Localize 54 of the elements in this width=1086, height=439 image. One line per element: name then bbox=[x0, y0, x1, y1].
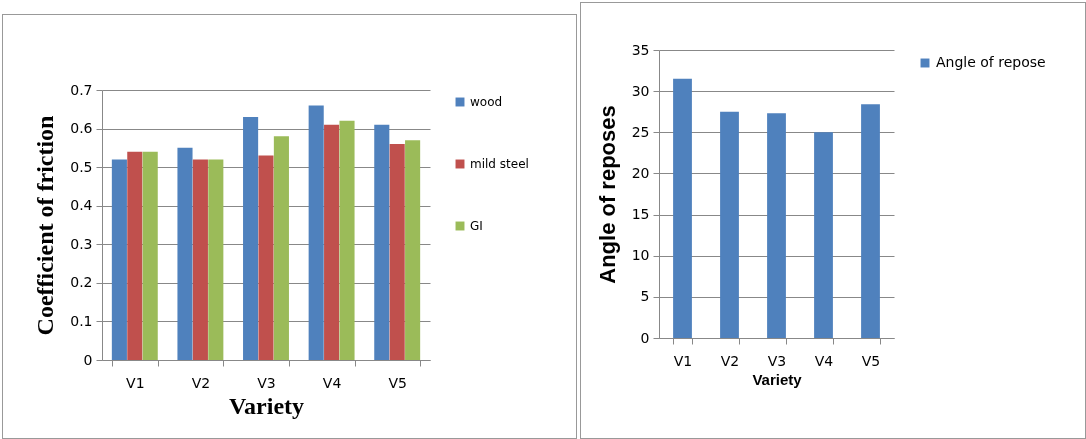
bar bbox=[389, 144, 405, 360]
bar bbox=[814, 132, 833, 338]
y-tick-label: 5 bbox=[640, 288, 650, 305]
y-tick-label: 0 bbox=[83, 351, 93, 368]
legend-label: wood bbox=[470, 95, 503, 109]
y-tick-label: 10 bbox=[631, 247, 650, 264]
bar bbox=[339, 120, 355, 360]
bar bbox=[673, 78, 692, 338]
x-tick-label: V5 bbox=[861, 352, 881, 369]
x-tick-label: V1 bbox=[126, 374, 145, 391]
y-tick-label: 20 bbox=[631, 164, 650, 181]
bar bbox=[273, 136, 289, 360]
x-tick-label: V5 bbox=[388, 374, 407, 391]
x-tick-label: V3 bbox=[257, 374, 276, 391]
bar bbox=[192, 159, 208, 360]
y-tick-label: 0.7 bbox=[70, 81, 93, 98]
y-tick-label: 0.1 bbox=[70, 312, 93, 329]
y-tick-label: 0.3 bbox=[70, 235, 93, 252]
x-tick-label: V2 bbox=[191, 374, 211, 391]
bar bbox=[258, 155, 274, 360]
bar bbox=[111, 159, 127, 360]
y-tick-label: 0.5 bbox=[70, 158, 93, 175]
y-axis-title: Angle of reposes bbox=[594, 105, 620, 284]
bar bbox=[142, 151, 158, 360]
bar bbox=[720, 111, 739, 338]
y-tick-label: 15 bbox=[631, 206, 650, 223]
x-tick-label: V4 bbox=[814, 352, 834, 369]
y-tick-label: 0.4 bbox=[70, 197, 93, 214]
bar bbox=[767, 113, 786, 338]
y-tick-label: 25 bbox=[631, 123, 650, 140]
x-axis-title: Variety bbox=[228, 392, 305, 419]
x-tick-label: V2 bbox=[720, 352, 740, 369]
x-axis-title: Variety bbox=[752, 370, 803, 388]
y-tick-label: 35 bbox=[631, 41, 650, 58]
x-tick-label: V3 bbox=[767, 352, 787, 369]
x-tick-label: V4 bbox=[322, 374, 342, 391]
y-tick-label: 30 bbox=[631, 82, 650, 99]
bar bbox=[324, 124, 340, 360]
y-tick-label: 0.2 bbox=[70, 274, 93, 291]
legend-label: GI bbox=[470, 219, 483, 233]
legend-label: Angle of repose bbox=[936, 54, 1046, 70]
y-axis-title: Coefficient of friction bbox=[32, 115, 59, 336]
y-tick-label: 0 bbox=[640, 329, 650, 346]
x-tick-label: V1 bbox=[673, 352, 693, 369]
bar bbox=[861, 104, 880, 338]
bar bbox=[308, 105, 324, 360]
bar bbox=[243, 117, 259, 360]
bar bbox=[405, 140, 421, 360]
legend-label: mild steel bbox=[470, 157, 529, 171]
bar bbox=[374, 124, 390, 360]
bar bbox=[177, 147, 193, 360]
y-tick-label: 0.6 bbox=[70, 120, 93, 137]
bar bbox=[127, 151, 143, 360]
bar bbox=[208, 159, 224, 360]
